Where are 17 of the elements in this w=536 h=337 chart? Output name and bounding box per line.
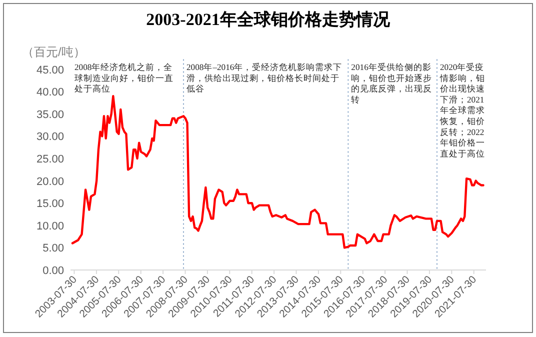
y-tick-label: 30.00 [36,131,64,144]
annotation: 2008年–2016年，受经济危机影响需求下滑，供给出现过剩，钼价格长时间处于低谷 [186,62,342,94]
y-tick-label: 45.00 [36,64,64,76]
y-tick-label: 5.00 [42,242,64,255]
text: 2020年受疫情影响，钼价出现快速下滑；2021年全球需求恢复，钼价反转；2022年钼价格一直处于高位 [440,62,485,158]
annotation: 2016年受供给侧的影响，钼价也开始逐步的见底反弹，出现反转 [351,62,432,104]
annotation: 2008年经济危机之前，全球制造业向好，钼价一直处于高位 [74,62,174,94]
y-tick-label: 10.00 [36,220,64,232]
y-axis-title: （百元/吨） [22,45,86,59]
chart-title: 2003-2021年全球钼价格走势情况 [146,10,391,29]
y-tick-label: 35.00 [36,108,64,121]
y-tick-label: 15.00 [36,198,64,210]
y-tick-label: 25.00 [36,154,64,166]
y-tick-label: 40.00 [36,86,64,99]
y-tick-label: 20.00 [36,176,64,188]
y-tick-label: 0.00 [42,265,64,277]
line-series [71,94,484,249]
